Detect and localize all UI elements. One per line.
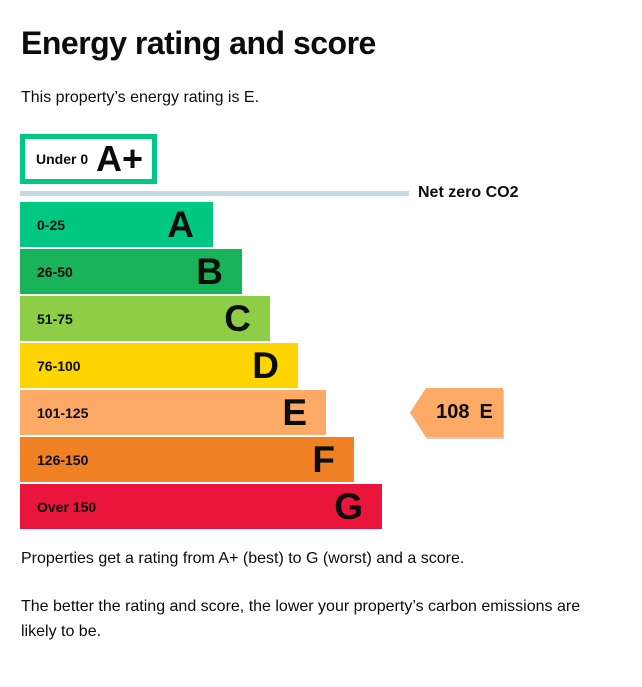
band-letter: E bbox=[282, 392, 307, 433]
epc-rating-chart: Under 0 A+ Net zero CO2 0-25 A 26-50 B 5… bbox=[20, 134, 640, 529]
band-row-a: 0-25 A bbox=[20, 202, 213, 247]
current-score: 108 bbox=[436, 401, 470, 423]
band-range-label: 51-75 bbox=[37, 310, 73, 327]
band-letter: G bbox=[334, 486, 363, 527]
rating-bands: 0-25 A 26-50 B 51-75 C 76-100 D 101-125 … bbox=[20, 202, 640, 529]
band-range-label: 76-100 bbox=[37, 357, 81, 374]
band-row-g: Over 150 G bbox=[20, 484, 382, 529]
band-row-c: 51-75 C bbox=[20, 296, 270, 341]
band-range-label: 26-50 bbox=[37, 263, 73, 280]
net-zero-label: Net zero CO2 bbox=[418, 184, 519, 201]
band-range-label: 101-125 bbox=[37, 404, 89, 421]
band-row-d: 76-100 D bbox=[20, 343, 298, 388]
net-zero-row: Net zero CO2 bbox=[20, 184, 640, 202]
current-rating-marker: 108 E bbox=[410, 388, 503, 437]
left-arrow-icon: 108 E bbox=[410, 388, 503, 437]
band-range-label: 126-150 bbox=[37, 451, 89, 468]
band-range-label: Under 0 bbox=[36, 151, 89, 167]
band-row-f: 126-150 F bbox=[20, 437, 354, 482]
band-letter: F bbox=[312, 439, 335, 480]
band-letter: B bbox=[196, 251, 223, 292]
band-letter: A bbox=[167, 204, 194, 245]
property-rating-summary: This property’s energy rating is E. bbox=[21, 89, 260, 106]
energy-rating-page: Energy rating and score This property’s … bbox=[0, 25, 642, 644]
band-row-e: 101-125 E bbox=[20, 390, 326, 435]
band-letter: D bbox=[252, 345, 279, 386]
current-letter: E bbox=[479, 401, 493, 423]
note-ratings-scale: Properties get a rating from A+ (best) t… bbox=[21, 550, 465, 567]
band-row-a-plus: Under 0 A+ bbox=[20, 134, 157, 184]
page-title: Energy rating and score bbox=[21, 25, 376, 61]
band-range-label: 0-25 bbox=[37, 216, 66, 233]
net-zero-line bbox=[20, 190, 409, 196]
band-letter: A+ bbox=[95, 138, 143, 179]
band-row-b: 26-50 B bbox=[20, 249, 242, 294]
band-range-label: Over 150 bbox=[37, 498, 97, 515]
note-carbon-emissions: The better the rating and score, the low… bbox=[21, 598, 581, 640]
band-letter: C bbox=[224, 298, 251, 339]
